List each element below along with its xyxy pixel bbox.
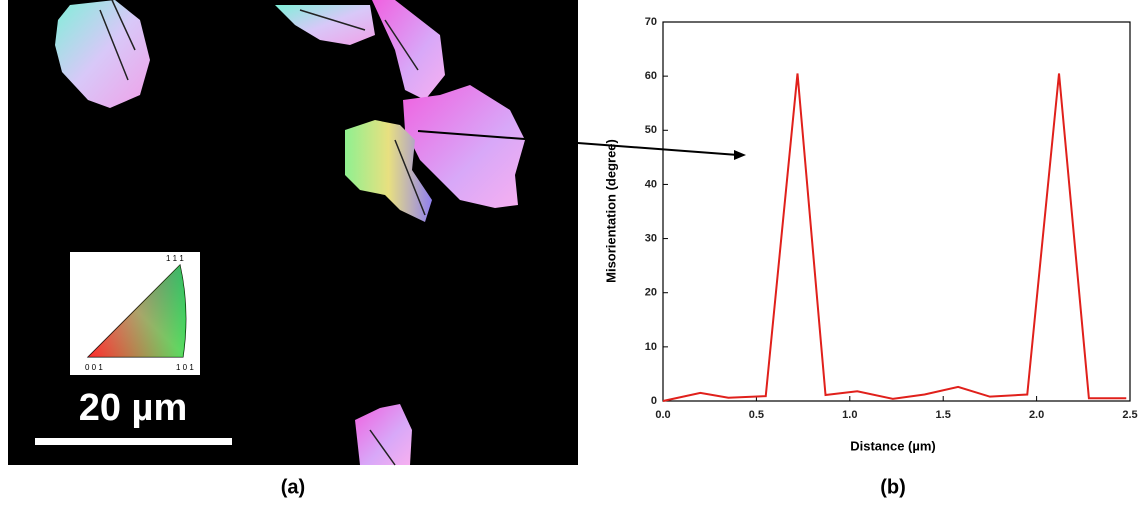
y-axis-label: Misorientation (degree) (603, 139, 618, 283)
scale-bar-label: 20 µm (79, 387, 188, 429)
ebsd-map: 0 0 1 1 0 1 1 1 1 20 µm (8, 0, 746, 466)
x-tick-label: 1.0 (842, 409, 857, 421)
grain (372, 0, 445, 100)
grain (55, 0, 150, 108)
arrow (417, 130, 739, 156)
y-tick-label: 60 (645, 70, 657, 82)
y-tick-label: 50 (645, 124, 657, 136)
scale-bar (35, 438, 232, 445)
y-tick-label: 30 (645, 232, 657, 244)
x-tick-label: 2.0 (1029, 409, 1044, 421)
x-tick-label: 0.0 (655, 409, 670, 421)
y-tick-label: 40 (645, 178, 657, 190)
panel-label: (a) (281, 476, 305, 498)
data-line (662, 73, 1127, 402)
arrow-head (734, 150, 746, 160)
y-tick-label: 20 (645, 287, 657, 299)
x-axis-label: Distance (µm) (850, 438, 936, 453)
grain (345, 120, 432, 222)
y-tick-label: 70 (645, 16, 657, 28)
plot-frame (662, 21, 1131, 402)
grain (355, 404, 412, 465)
ipf-label: 0 0 1 (85, 363, 103, 372)
y-tick-label: 10 (645, 341, 657, 353)
panel-label: (b) (880, 476, 906, 498)
y-tick-label: 0 (651, 395, 657, 407)
x-tick-label: 2.5 (1122, 409, 1137, 421)
x-tick-label: 1.5 (936, 409, 951, 421)
ipf-label: 1 1 1 (166, 254, 184, 263)
grain-boundary (99, 0, 426, 466)
x-tick-label: 0.5 (749, 409, 764, 421)
ipf-triangle-overlay (88, 265, 186, 357)
grain (403, 85, 525, 208)
ipf-label: 1 0 1 (176, 363, 194, 372)
grain (275, 5, 375, 45)
